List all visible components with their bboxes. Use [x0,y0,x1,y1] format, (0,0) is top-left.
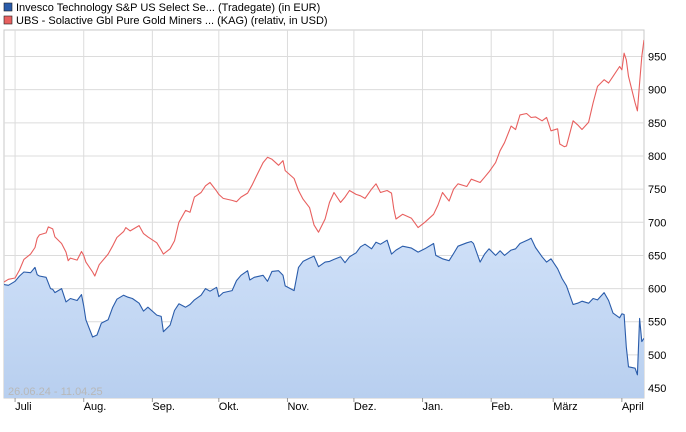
series-1-line [4,237,644,376]
y-tick-label: 550 [648,317,666,329]
legend-swatch-series-1 [3,2,13,12]
y-tick-label: 800 [648,151,666,163]
x-tick-label: April [622,401,644,413]
series-1-area [4,238,644,398]
legend-label-series-1: Invesco Technology S&P US Select Se... (… [16,2,320,14]
y-tick-label: 700 [648,217,666,229]
legend-swatch-series-2 [3,15,13,25]
legend: Invesco Technology S&P US Select Se... (… [3,2,328,27]
legend-label-series-2: UBS - Solactive Gbl Pure Gold Miners ...… [16,15,328,27]
legend-item-series-1[interactable]: Invesco Technology S&P US Select Se... (… [3,2,320,14]
x-tick-label: Sep. [152,401,175,413]
series-2-line [4,39,644,283]
x-tick-label: Okt. [219,401,239,413]
y-tick-label: 950 [648,52,666,64]
x-tick-label: Juli [15,401,32,413]
y-tick-label: 750 [648,184,666,196]
series-areas [4,238,644,398]
y-tick-label: 600 [648,284,666,296]
x-tick-label: März [553,401,577,413]
x-tick-label: Aug. [84,401,107,413]
y-tick-label: 850 [648,118,666,130]
y-tick-label: 900 [648,85,666,97]
y-tick-label: 500 [648,350,666,362]
y-tick-label: 650 [648,250,666,262]
series-lines [4,39,644,376]
y-axis: 450 500 550 600 650 700 750 800 850 900 950 [648,52,666,396]
x-tick-label: Dez. [354,401,377,413]
date-range-label: 26.06.24 - 11.04.25 [8,386,103,398]
x-tick-label: Feb. [491,401,513,413]
y-tick-label: 450 [648,383,666,395]
x-tick-label: Jan. [423,401,444,413]
legend-item-series-2[interactable]: UBS - Solactive Gbl Pure Gold Miners ...… [3,15,328,27]
x-axis: Juli Aug. Sep. Okt. Nov. Dez. Jan. Feb. März Apri… [14,398,644,413]
x-tick-label: Nov. [287,401,309,413]
